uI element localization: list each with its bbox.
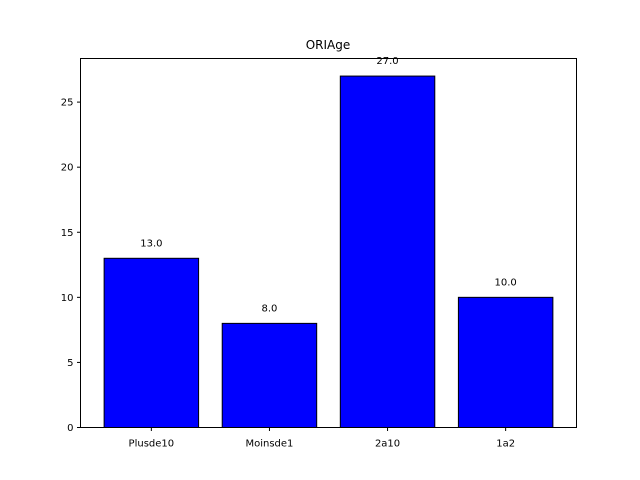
bars-layer <box>103 75 554 429</box>
x-tick-label-Moinsde1: Moinsde1 <box>245 439 293 450</box>
chart-title: ORIAge <box>306 38 351 52</box>
data-label-2a10: 27.0 <box>376 56 398 67</box>
bar-Moinsde1 <box>221 322 318 428</box>
x-axis: Plusde10 Moinsde1 2a10 1a2 <box>129 427 515 450</box>
data-label-Moinsde1: 8.0 <box>261 303 277 314</box>
y-tick-label-20: 20 <box>61 163 74 174</box>
x-tick-label-1a2: 1a2 <box>496 439 515 450</box>
bar-2a10 <box>339 75 436 428</box>
bar-Plusde10 <box>103 257 200 428</box>
data-label-Plusde10: 13.0 <box>140 238 162 249</box>
plot-frame <box>80 58 577 428</box>
y-tick-label-15: 15 <box>61 228 74 239</box>
bar-1a2 <box>457 296 554 429</box>
data-labels-layer: 13.0 8.0 27.0 10.0 <box>140 56 517 314</box>
y-axis: 0 5 10 15 20 25 <box>61 98 81 434</box>
x-tick-label-Plusde10: Plusde10 <box>129 439 175 450</box>
y-tick-label-0: 0 <box>67 423 73 434</box>
y-tick-label-5: 5 <box>67 358 73 369</box>
x-tick-label-2a10: 2a10 <box>375 439 400 450</box>
y-tick-label-25: 25 <box>61 98 74 109</box>
data-label-1a2: 10.0 <box>495 277 517 288</box>
y-tick-label-10: 10 <box>61 293 74 304</box>
